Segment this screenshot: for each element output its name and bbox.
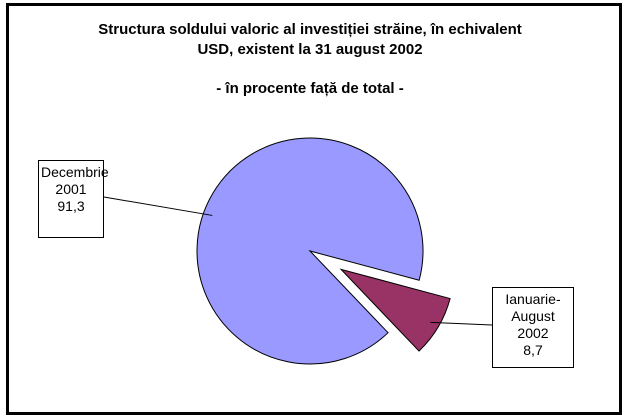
pie-slice [196,137,424,365]
chart-subtitle: - în procente față de total - [216,80,404,97]
chart-title: Structura soldului valoric al investiție… [98,21,522,58]
leader-line [103,196,213,216]
chart-frame [6,3,622,415]
slice-label: Decembrie 2001 91,3 [38,160,109,238]
category-label: Decembrie 2001 [41,164,109,197]
pie-slice [339,268,451,352]
slice-label: Ianuarie-August 2002 8,7 [492,287,574,368]
category-label: Ianuarie-August 2002 [505,291,561,341]
leader-line [430,321,493,326]
value-label: 91,3 [57,198,85,214]
value-label: 8,7 [523,342,543,358]
